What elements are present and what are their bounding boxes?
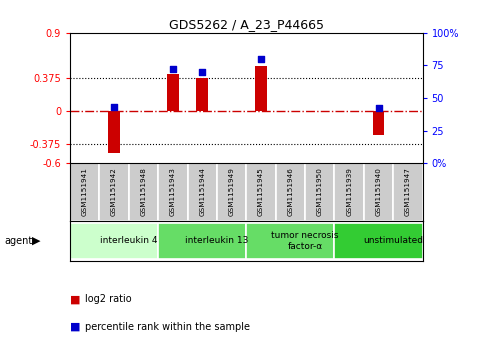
Title: GDS5262 / A_23_P44665: GDS5262 / A_23_P44665 bbox=[169, 19, 324, 32]
Text: GSM1151940: GSM1151940 bbox=[376, 167, 382, 216]
Bar bbox=[246, 163, 276, 220]
Bar bbox=[334, 163, 364, 220]
Bar bbox=[255, 66, 267, 111]
Text: GSM1151949: GSM1151949 bbox=[228, 167, 235, 216]
Bar bbox=[70, 163, 99, 220]
Text: interleukin 4: interleukin 4 bbox=[100, 236, 157, 245]
Bar bbox=[187, 163, 217, 220]
Bar bbox=[393, 163, 423, 220]
Text: unstimulated: unstimulated bbox=[363, 236, 423, 245]
Text: agent: agent bbox=[5, 236, 33, 246]
Text: GSM1151947: GSM1151947 bbox=[405, 167, 411, 216]
Text: GSM1151942: GSM1151942 bbox=[111, 167, 117, 216]
Point bbox=[257, 56, 265, 62]
Text: GSM1151945: GSM1151945 bbox=[258, 167, 264, 216]
Bar bbox=[197, 78, 208, 111]
Bar bbox=[373, 111, 384, 135]
Bar bbox=[276, 163, 305, 220]
Bar bbox=[305, 163, 335, 220]
Bar bbox=[158, 163, 187, 220]
Bar bbox=[334, 223, 423, 259]
Text: GSM1151943: GSM1151943 bbox=[170, 167, 176, 216]
Bar bbox=[158, 223, 246, 259]
Text: GSM1151948: GSM1151948 bbox=[141, 167, 146, 216]
Text: ■: ■ bbox=[70, 294, 81, 305]
Point bbox=[199, 69, 206, 75]
Bar bbox=[246, 223, 334, 259]
Text: GSM1151939: GSM1151939 bbox=[346, 167, 352, 216]
Text: ▶: ▶ bbox=[32, 236, 41, 246]
Bar bbox=[70, 223, 158, 259]
Bar bbox=[108, 111, 120, 153]
Text: tumor necrosis
factor-α: tumor necrosis factor-α bbox=[271, 231, 339, 250]
Text: GSM1151944: GSM1151944 bbox=[199, 167, 205, 216]
Text: interleukin 13: interleukin 13 bbox=[185, 236, 249, 245]
Text: ■: ■ bbox=[70, 322, 81, 332]
Bar bbox=[217, 163, 246, 220]
Point bbox=[110, 104, 118, 110]
Text: GSM1151941: GSM1151941 bbox=[82, 167, 88, 216]
Text: GSM1151950: GSM1151950 bbox=[317, 167, 323, 216]
Bar bbox=[99, 163, 129, 220]
Point bbox=[169, 66, 177, 72]
Text: percentile rank within the sample: percentile rank within the sample bbox=[85, 322, 250, 332]
Text: log2 ratio: log2 ratio bbox=[85, 294, 131, 305]
Bar bbox=[364, 163, 393, 220]
Bar bbox=[167, 74, 179, 111]
Point bbox=[375, 106, 383, 111]
Bar bbox=[129, 163, 158, 220]
Text: GSM1151946: GSM1151946 bbox=[287, 167, 293, 216]
